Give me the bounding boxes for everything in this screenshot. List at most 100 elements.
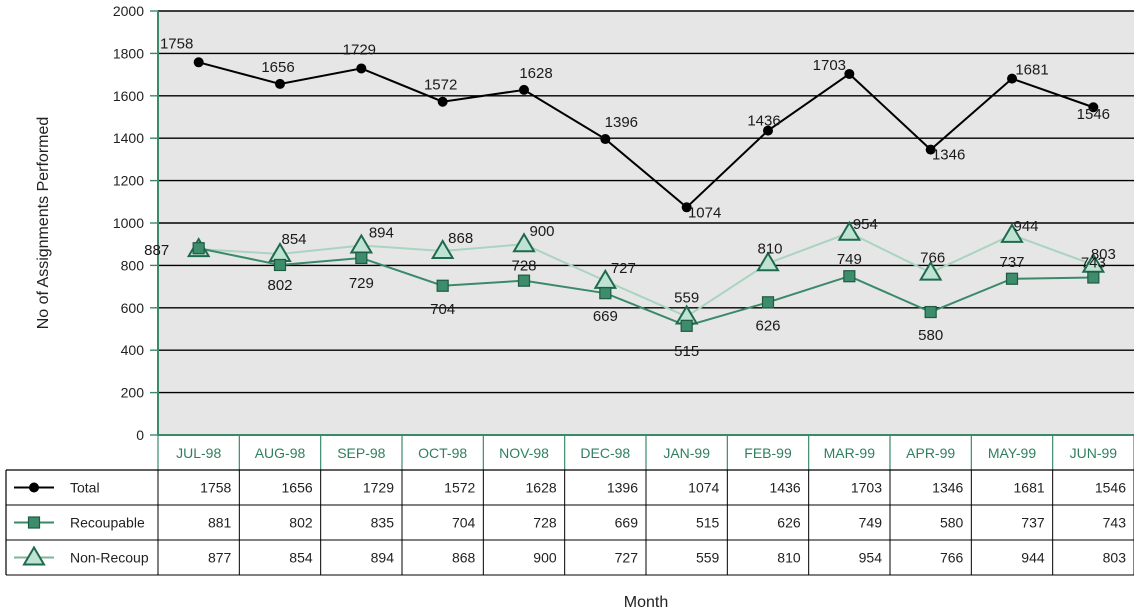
- table-cell: 944: [1021, 550, 1045, 566]
- data-point: [925, 144, 936, 155]
- table-cell: 737: [1021, 515, 1045, 531]
- table-cell: 580: [940, 515, 964, 531]
- data-label: 1572: [424, 77, 457, 94]
- data-label: 766: [920, 250, 945, 267]
- gridlines: [158, 10, 1134, 394]
- data-point: [519, 84, 529, 95]
- x-axis-title: Month: [624, 594, 668, 611]
- series-lines: [186, 57, 1106, 332]
- table-cell: 803: [1103, 550, 1127, 566]
- legend-marker: [27, 516, 41, 529]
- x-tick-label: FEB-99: [744, 445, 792, 461]
- table-cell: 894: [371, 550, 395, 566]
- data-label: 626: [755, 317, 780, 334]
- data-point: [918, 260, 943, 281]
- x-tick-label: MAY-99: [988, 445, 1036, 461]
- data-point: [273, 258, 287, 272]
- x-tick-label: JAN-99: [663, 445, 710, 461]
- data-point: [436, 279, 449, 292]
- table-cell: 626: [777, 515, 801, 531]
- table-cell: 559: [696, 550, 720, 566]
- data-point: [844, 68, 855, 79]
- data-label: 737: [999, 254, 1024, 271]
- data-label: 868: [448, 230, 473, 247]
- data-label: 515: [674, 343, 699, 360]
- series-line-total: [198, 61, 1094, 209]
- data-label: 729: [349, 275, 374, 292]
- y-axis-title: No of Assignments Performed: [35, 117, 52, 330]
- x-tick-label: DEC-98: [580, 445, 630, 461]
- table-cell: 835: [371, 515, 395, 531]
- table-cell: 881: [208, 515, 232, 531]
- table-cell: 749: [859, 515, 883, 531]
- data-point: [192, 242, 205, 255]
- data-label: 1681: [1015, 62, 1048, 79]
- x-tick-label: JUL-98: [176, 445, 221, 461]
- legend-label: Recoupable: [70, 515, 145, 531]
- x-tick-label: JUN-99: [1070, 445, 1118, 461]
- table-cell: 1572: [444, 480, 475, 496]
- data-label: 749: [837, 251, 862, 268]
- table-cell: 854: [289, 550, 313, 566]
- data-label: 900: [529, 223, 554, 240]
- data-label: 1346: [932, 147, 965, 164]
- table-cell: 704: [452, 515, 476, 531]
- data-label: 669: [593, 308, 618, 325]
- data-labels: 1758 1656 1729 1572 1628 1396 1074 1436 1703 1346…: [144, 35, 1116, 360]
- table-cell: 1546: [1095, 480, 1126, 496]
- data-label: 803: [1091, 246, 1116, 263]
- data-point: [756, 251, 780, 272]
- legend-marker: [29, 482, 39, 493]
- data-label: 559: [674, 289, 699, 306]
- x-tick-label: AUG-98: [255, 445, 306, 461]
- data-label: 743: [1081, 254, 1106, 271]
- data-label: 894: [369, 224, 394, 241]
- table-cell: 1681: [1014, 480, 1045, 496]
- data-point: [1005, 272, 1019, 285]
- legend-label: Non-Recoup: [70, 550, 149, 566]
- table-cell: 1436: [770, 480, 801, 496]
- legend-label: Total: [70, 480, 100, 496]
- data-label: 727: [611, 260, 636, 277]
- data-label: 802: [267, 277, 292, 294]
- table-cell: 1729: [363, 480, 394, 496]
- x-tick-label: SEP-98: [337, 445, 385, 461]
- y-tick-label: 1400: [113, 130, 144, 146]
- table-cell: 1628: [526, 480, 557, 496]
- data-point: [356, 63, 367, 74]
- y-tick-label: 0: [136, 427, 144, 443]
- data-label: 1074: [688, 204, 721, 221]
- data-point: [1087, 271, 1100, 284]
- data-point: [1088, 102, 1099, 113]
- data-point: [1007, 73, 1017, 84]
- data-point: [437, 96, 448, 107]
- data-label: 728: [511, 258, 536, 275]
- y-tick-label: 1800: [113, 45, 144, 61]
- data-label: 704: [430, 301, 455, 318]
- data-point: [1000, 222, 1024, 243]
- y-tick-label: 1600: [113, 88, 144, 104]
- data-point: [843, 270, 856, 283]
- table-cell: 1758: [200, 480, 231, 496]
- table-cell: 810: [777, 550, 801, 566]
- data-point: [924, 305, 937, 319]
- x-tick-label: NOV-98: [499, 445, 549, 461]
- y-tick-label: 2000: [113, 3, 144, 19]
- table-cell: 743: [1103, 515, 1127, 531]
- series-line-non-recoup: [198, 231, 1094, 318]
- y-tick-label: 1200: [113, 173, 144, 189]
- data-label: 1546: [1077, 106, 1110, 123]
- data-point: [761, 296, 775, 309]
- table-cell: 1396: [607, 480, 638, 496]
- data-label: 1656: [261, 59, 294, 76]
- data-point: [355, 251, 368, 265]
- y-tick-label: 600: [121, 300, 145, 316]
- table-cell: 954: [859, 550, 883, 566]
- axes: 0 200 400 600 800 1000 1200 1400 1600 1800 2000: [113, 3, 159, 443]
- data-table: JUL-98 AUG-98 SEP-98 OCT-98 NOV-98 DEC-98 JAN-…: [5, 434, 1134, 576]
- table-cell: 1703: [851, 480, 882, 496]
- data-label: 944: [1013, 218, 1038, 235]
- data-label: 1758: [160, 35, 193, 52]
- table-cell: 1346: [932, 480, 963, 496]
